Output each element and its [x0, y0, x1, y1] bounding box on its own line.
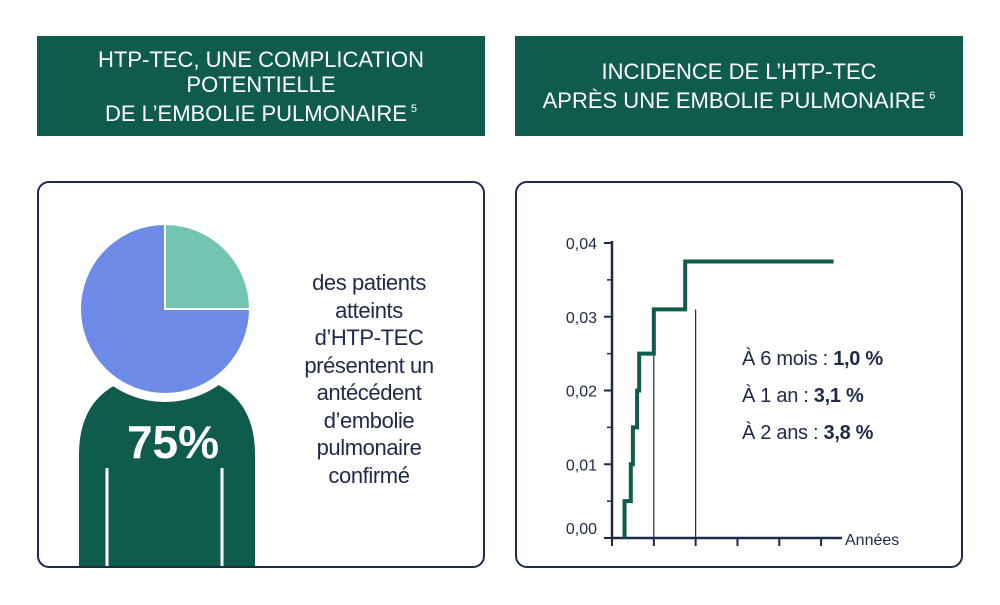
- description-line: atteints: [335, 297, 403, 323]
- left-panel: 75% des patients atteints d’HTP-TEC prés…: [37, 181, 485, 568]
- incidence-step-chart: 0,00 0,01 0,02 0,03 0,04 Années: [566, 236, 899, 549]
- banner-line: APRÈS UNE EMBOLIE PULMONAIRE 6: [542, 88, 936, 113]
- description-line: des patients: [312, 270, 426, 295]
- reference-superscript: 6: [929, 90, 936, 102]
- left-banner: HTP-TEC, UNE COMPLICATION POTENTIELLE DE…: [37, 36, 485, 136]
- chart-reference-lines: [653, 309, 697, 538]
- stat-6-months: À 6 mois : 1,0 %: [742, 348, 883, 370]
- description-line: pulmonaire: [316, 435, 422, 460]
- incidence-step-line: [622, 259, 834, 538]
- stat-2-years: À 2 ans : 3,8 %: [742, 422, 874, 444]
- incidence-stats: À 6 mois : 1,0 % À 1 an : 3,1 % À 2 ans …: [742, 341, 883, 452]
- chart-axes: 0,00 0,01 0,02 0,03 0,04 Années: [566, 236, 899, 549]
- stat-1-year: À 1 an : 3,1 %: [742, 385, 864, 407]
- right-panel: 0,00 0,01 0,02 0,03 0,04 Années À 6 mois : 1,…: [515, 181, 963, 568]
- reference-superscript: 5: [410, 102, 418, 115]
- description-line: d’HTP-TEC: [314, 325, 424, 350]
- description-line: confirmé: [328, 462, 410, 488]
- x-axis-label: Années: [845, 532, 899, 549]
- pie-slice: [79, 222, 252, 395]
- y-tick-label: 0,03: [566, 310, 597, 327]
- banner-line: DE L’EMBOLIE PULMONAIRE 5: [104, 100, 418, 126]
- description-line: antécédent: [316, 380, 422, 405]
- description-text: des patients atteints d’HTP-TEC présente…: [279, 269, 459, 489]
- chart-series: [622, 259, 834, 538]
- description-line: présentent un: [304, 352, 434, 378]
- y-tick-label: 0,00: [566, 521, 597, 538]
- banner-line: POTENTIELLE: [186, 71, 336, 97]
- person-pie-figure: [72, 216, 258, 566]
- banner-line: HTP-TEC, UNE COMPLICATION: [98, 46, 424, 72]
- banner-line: INCIDENCE DE L’HTP-TEC: [601, 59, 877, 84]
- y-tick-label: 0,02: [566, 384, 597, 401]
- y-tick-label: 0,04: [566, 236, 597, 253]
- person-body-shape: [79, 373, 255, 566]
- right-banner: INCIDENCE DE L’HTP-TEC APRÈS UNE EMBOLIE…: [515, 36, 963, 136]
- description-line: d’embolie: [323, 407, 415, 433]
- pie-chart: [79, 222, 252, 395]
- percentage-label: 75%: [126, 416, 220, 468]
- y-tick-label: 0,01: [566, 457, 597, 474]
- pie-slice: [164, 222, 252, 310]
